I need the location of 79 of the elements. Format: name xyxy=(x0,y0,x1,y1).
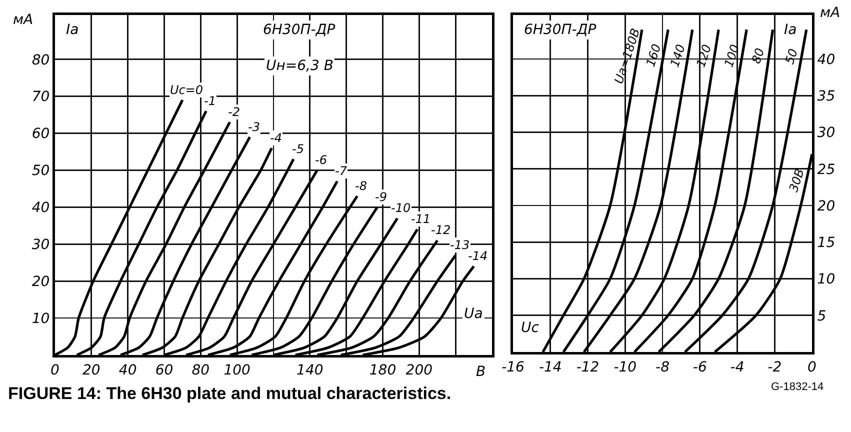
x-tick-label: -2 xyxy=(768,359,782,376)
x-tick-label: -6 xyxy=(692,359,707,376)
y-tick-label: 20 xyxy=(32,274,50,290)
x-tick-label: 0 xyxy=(50,362,60,378)
series-label: -8 xyxy=(355,179,368,193)
series-label: -5 xyxy=(292,142,304,156)
x-tick-label: 80 xyxy=(192,362,210,378)
text: 6Н30П-ДР xyxy=(524,22,597,38)
x-tick-label: -12 xyxy=(576,359,600,376)
y-axis-title: мА xyxy=(820,5,840,21)
annotation: Uс xyxy=(521,320,540,336)
line-series xyxy=(250,206,379,355)
line-series xyxy=(608,28,720,352)
series-label: -9 xyxy=(375,190,387,204)
x-tick-label: -16 xyxy=(502,359,525,376)
series-label: -13 xyxy=(450,238,470,252)
series-label: -10 xyxy=(391,201,411,215)
series-label: -4 xyxy=(270,131,282,145)
y-tick-label: 30 xyxy=(817,125,836,142)
x-tick-label: 180 xyxy=(369,362,396,378)
annotation: Iа xyxy=(66,22,79,38)
series-label: Uс=0 xyxy=(170,83,204,97)
y-tick-label: 40 xyxy=(32,200,50,216)
text: В xyxy=(476,364,486,380)
series-label: -2 xyxy=(228,105,240,119)
x-tick-label: -4 xyxy=(730,359,744,376)
x-tick-label: 20 xyxy=(82,362,100,378)
x-tick-label: -14 xyxy=(538,359,562,376)
line-series xyxy=(162,158,295,355)
text: 80 xyxy=(749,46,768,66)
annotation: Iа xyxy=(784,22,797,38)
text: 100 xyxy=(722,42,742,69)
x-tick-label: 140 xyxy=(296,362,324,378)
y-tick-label: 5 xyxy=(817,308,826,324)
line-series xyxy=(272,216,399,355)
text: 140 xyxy=(668,42,688,69)
series-label: -3 xyxy=(248,120,260,134)
y-tick-label: 35 xyxy=(817,88,836,104)
x-tick-label: -8 xyxy=(656,359,670,376)
line-series xyxy=(184,168,318,355)
series-label: -7 xyxy=(335,164,348,178)
y-tick-label: 30 xyxy=(32,237,50,254)
annotation: Uа xyxy=(464,306,483,322)
x-tick-label: 60 xyxy=(155,362,174,378)
series-label: -12 xyxy=(431,223,451,237)
text: 30В xyxy=(786,167,808,194)
y-tick-label: 80 xyxy=(32,52,50,68)
series-label: -6 xyxy=(315,153,328,167)
text: 160 xyxy=(643,42,664,68)
text: 6Н30П-ДР xyxy=(263,22,336,38)
x-tick-label: 40 xyxy=(118,362,137,378)
x-tick-label: 200 xyxy=(406,362,433,378)
line-series xyxy=(76,110,208,355)
y-tick-label: 60 xyxy=(32,126,50,142)
y-tick-label: 10 xyxy=(817,272,836,288)
text: 120 xyxy=(694,42,714,69)
series-label: -14 xyxy=(468,249,488,263)
line-series xyxy=(119,136,252,355)
y-tick-label: 15 xyxy=(817,235,836,252)
y-axis-title: мА xyxy=(13,12,34,28)
series-label: -1 xyxy=(204,94,216,108)
text: 50 xyxy=(782,46,801,66)
caption: FIGURE 14: The 6H30 plate and mutual characteristics. xyxy=(8,384,452,404)
text: G-1832-14 xyxy=(771,381,824,393)
x-tick-label: 0 xyxy=(808,359,817,376)
annotation: Uн=6,3 В xyxy=(266,58,334,74)
line-series xyxy=(206,180,339,355)
y-tick-label: 25 xyxy=(817,162,836,178)
y-tick-label: 50 xyxy=(32,163,50,180)
line-series xyxy=(228,194,359,355)
y-tick-label: 70 xyxy=(32,89,50,106)
series-label: -11 xyxy=(411,212,431,226)
y-tick-label: 40 xyxy=(817,52,836,68)
x-tick-label: -10 xyxy=(614,359,637,376)
y-tick-label: 20 xyxy=(817,198,836,214)
x-tick-label: 100 xyxy=(224,362,251,378)
line-series xyxy=(141,146,273,355)
line-series xyxy=(97,120,232,355)
y-tick-label: 10 xyxy=(32,310,50,327)
